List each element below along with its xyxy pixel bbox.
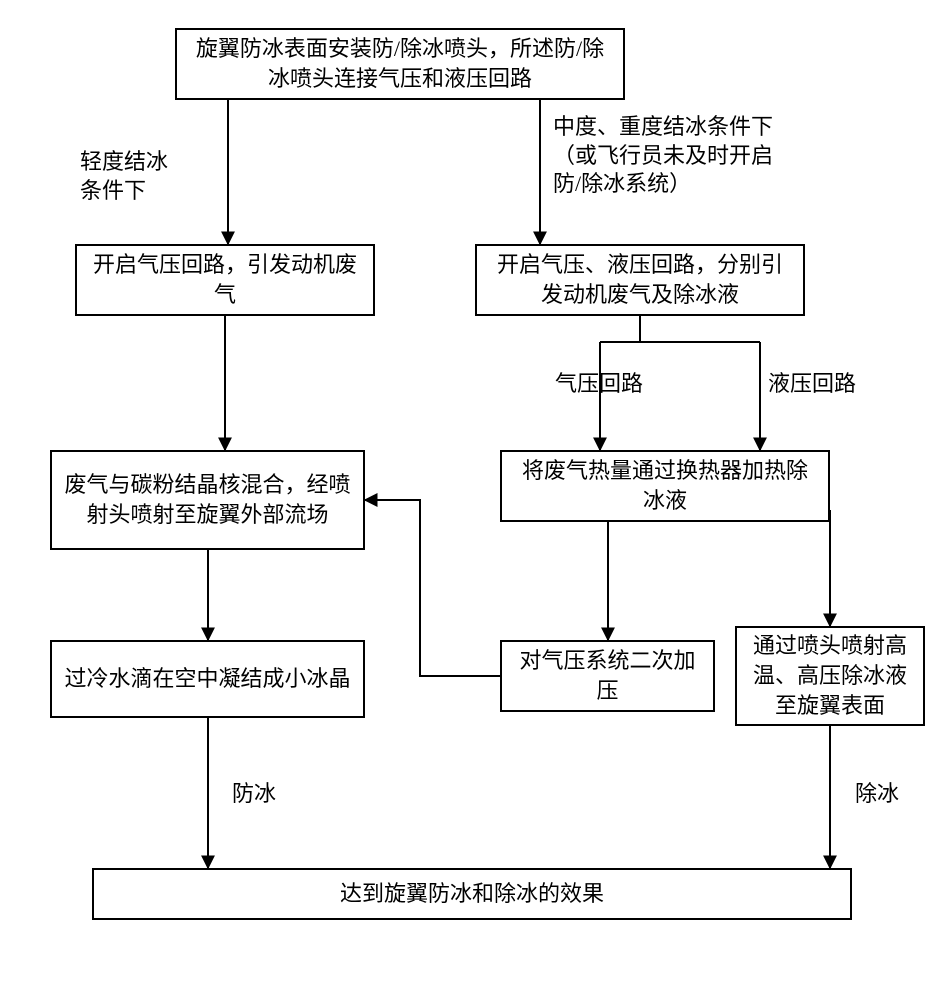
node-l2: 废气与碳粉结晶核混合，经喷射头喷射至旋翼外部流场 xyxy=(50,450,365,550)
label-de-ice: 除冰 xyxy=(855,780,925,809)
node-bottom: 达到旋翼防冰和除冰的效果 xyxy=(92,868,852,920)
node-r1: 开启气压、液压回路，分别引发动机废气及除冰液 xyxy=(475,244,805,316)
node-l1: 开启气压回路，引发动机废气 xyxy=(75,244,375,316)
node-r3a: 对气压系统二次加压 xyxy=(500,640,715,712)
node-top: 旋翼防冰表面安装防/除冰喷头，所述防/除冰喷头连接气压和液压回路 xyxy=(175,28,625,100)
label-light-icing: 轻度结冰条件下 xyxy=(80,148,220,205)
node-r3b: 通过喷头喷射高温、高压除冰液至旋翼表面 xyxy=(735,626,925,726)
node-l3: 过冷水滴在空中凝结成小冰晶 xyxy=(50,640,365,718)
node-r2: 将废气热量通过换热器加热除冰液 xyxy=(500,450,830,522)
label-gas-loop: 气压回路 xyxy=(555,370,665,399)
label-hydraulic-loop: 液压回路 xyxy=(768,370,878,399)
label-heavy-icing: 中度、重度结冰条件下（或飞行员未及时开启防/除冰系统） xyxy=(553,113,883,199)
label-anti-ice: 防冰 xyxy=(232,780,302,809)
